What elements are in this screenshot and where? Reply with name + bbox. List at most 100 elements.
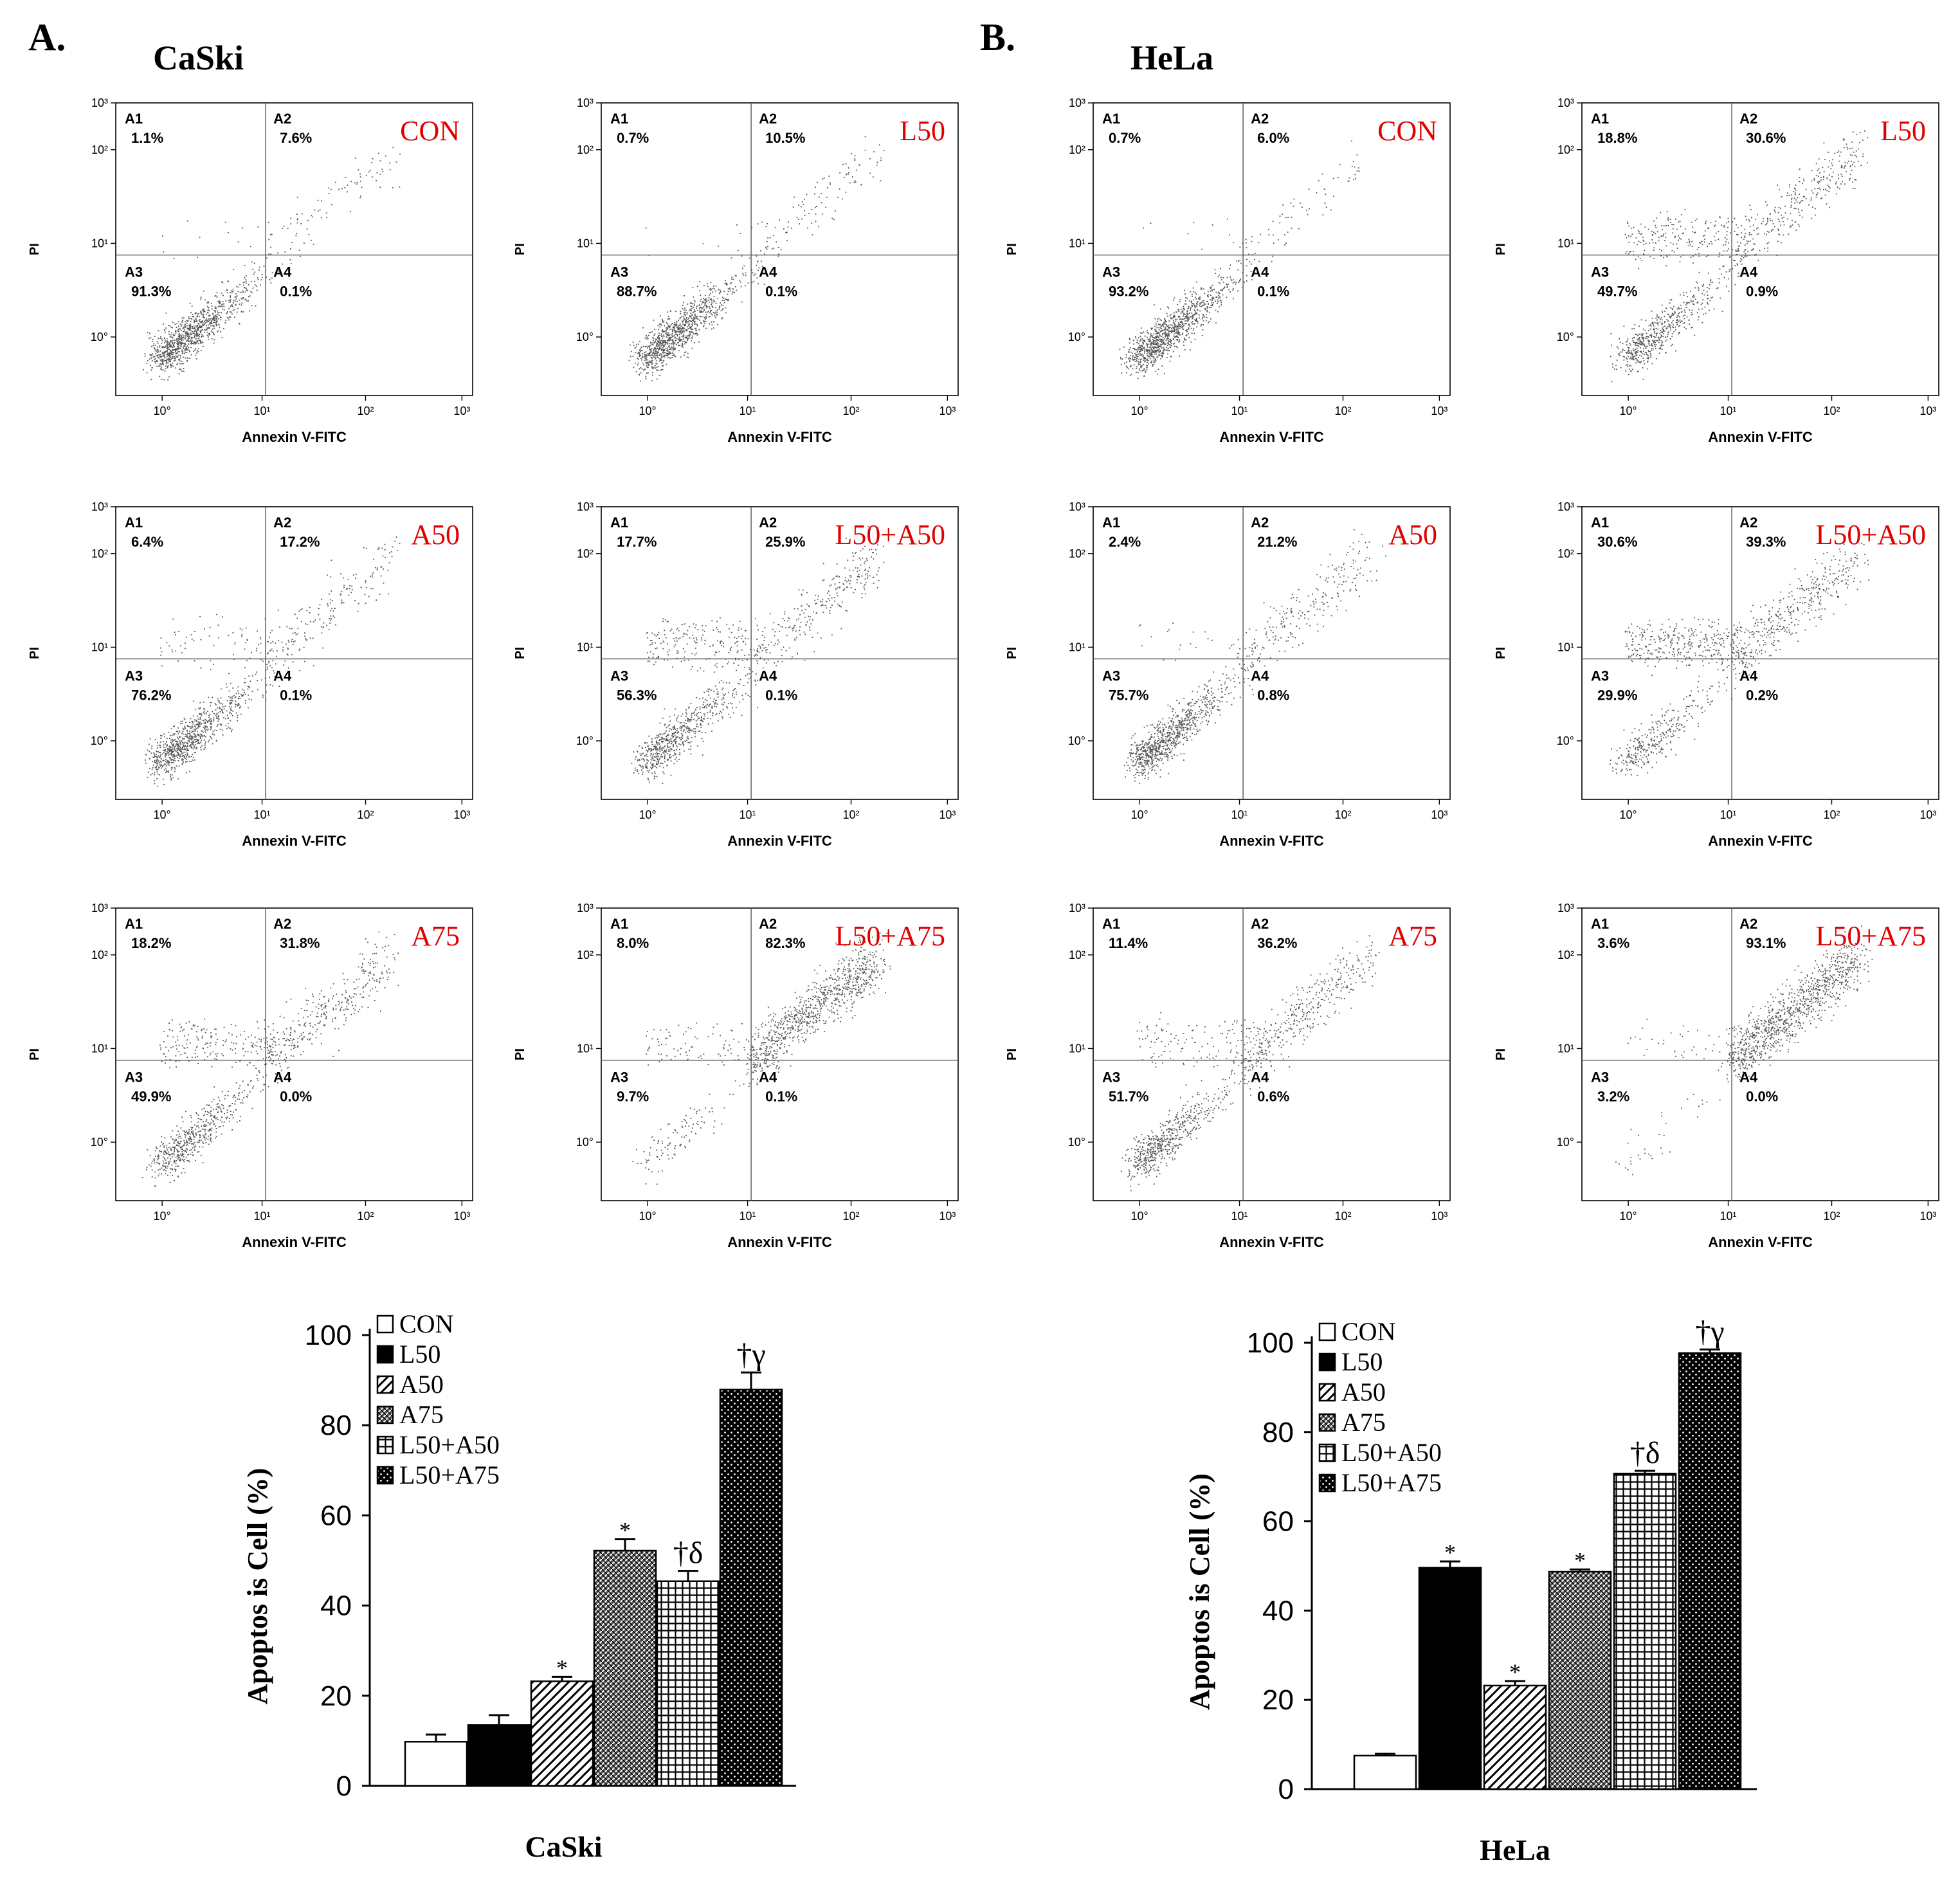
y-tick-label: 10¹ [577, 641, 594, 653]
x-tick-label: 10° [639, 1210, 657, 1223]
x-tick-label: 10³ [1431, 1210, 1447, 1223]
event-dots [145, 536, 401, 787]
quadrant-percent-a4: 0.9% [1746, 284, 1778, 300]
quadrant-label-a2: A2 [1251, 514, 1269, 531]
x-axis-label: Annexin V-FITC [1708, 429, 1813, 445]
legend-swatch-con [1318, 1322, 1336, 1342]
x-axis-label: Annexin V-FITC [242, 833, 347, 849]
event-dots [1609, 532, 1870, 776]
treatment-label: L50+A75 [1816, 920, 1926, 952]
y-tick-label: 10³ [577, 902, 594, 914]
y-tick-label: 10³ [1069, 500, 1085, 513]
quadrant-label-a3: A3 [125, 264, 143, 280]
quadrant-percent-a1: 18.2% [131, 935, 171, 951]
quadrant-label-a4: A4 [273, 1069, 292, 1086]
y-tick-label: 10³ [1069, 902, 1085, 914]
quadrant-percent-a3: 49.9% [131, 1089, 171, 1105]
legend-label-l50-plus-a50: L50+A50 [399, 1430, 500, 1459]
bar-con [1353, 1754, 1417, 1790]
bar-a50 [1483, 1684, 1547, 1790]
y-tick-label: 10° [1068, 331, 1085, 343]
quadrant-percent-a2: 30.6% [1746, 130, 1786, 146]
event-dot-cloud [632, 930, 891, 1185]
x-tick-label: 10¹ [254, 808, 271, 821]
y-tick-label: 10¹ [91, 1042, 108, 1055]
y-axis-label: PI [1005, 1048, 1019, 1060]
treatment-label: A75 [411, 920, 460, 952]
x-tick-label: 10³ [453, 405, 470, 417]
quadrant-percent-a2: 7.6% [280, 130, 312, 146]
bar-chart-caski: 0 20 40 60 80 100 * * †δ †γ CONL50A50A75L50+A50L50… [242, 1309, 796, 1863]
quadrant-percent-a4: 0.8% [1257, 687, 1289, 704]
y-tick-label: 10³ [1557, 96, 1574, 109]
y-axis-label: PI [1494, 1048, 1508, 1060]
y-tick-label: 10¹ [1557, 641, 1574, 653]
quadrant-label-a1: A1 [1102, 916, 1120, 932]
y-tick-label: 10² [1557, 547, 1574, 560]
quadrant-label-a2: A2 [273, 916, 291, 932]
quadrant-label-a1: A1 [610, 916, 628, 932]
legend-swatch-l50-plus-a75 [376, 1466, 394, 1485]
x-tick-label: 10³ [1919, 1210, 1936, 1223]
treatment-label: CON [400, 115, 460, 147]
bar-a50 [530, 1680, 594, 1787]
flow-plot-b-hela-a50: A1 2.4% A2 21.2% A3 75.7% A4 0.8% A50 10° 10¹ 10² 10… [1005, 500, 1451, 849]
y-tick-label: 20 [320, 1680, 352, 1712]
legend-swatch-l50 [376, 1345, 394, 1364]
treatment-label: L50+A50 [835, 519, 945, 550]
treatment-label: A50 [1388, 519, 1437, 550]
y-tick-label: 10° [1557, 734, 1574, 747]
y-tick-label: 10¹ [91, 237, 108, 250]
y-tick-label: 10³ [577, 96, 594, 109]
event-dot-cloud [1119, 140, 1360, 379]
event-dots [141, 931, 399, 1187]
legend-swatch-a50 [376, 1375, 394, 1394]
quadrant-percent-a1: 2.4% [1109, 534, 1141, 550]
panel-letter-a: A. [28, 16, 66, 59]
significance-mark-l50: * [1444, 1540, 1456, 1565]
quadrant-percent-a2: 39.3% [1746, 534, 1786, 550]
quadrant-label-a4: A4 [1251, 1069, 1269, 1086]
x-tick-label: 10° [1131, 1210, 1148, 1223]
bar-con [404, 1741, 468, 1787]
quadrant-label-a3: A3 [1102, 668, 1120, 684]
quadrant-percent-a4: 0.6% [1257, 1089, 1289, 1105]
quadrant-percent-a4: 0.1% [280, 687, 312, 704]
treatment-label: A75 [1388, 920, 1437, 952]
quadrant-percent-a1: 18.8% [1597, 130, 1637, 146]
event-dot-cloud [631, 526, 885, 784]
y-axis-label: PI [1494, 243, 1508, 255]
y-tick-label: 10³ [91, 96, 108, 109]
y-tick-label: 10² [577, 949, 594, 961]
quadrant-percent-a4: 0.1% [765, 1089, 797, 1105]
quadrant-percent-a3: 88.7% [617, 284, 657, 300]
plot-frame [1093, 102, 1451, 396]
treatment-label: L50+A75 [835, 920, 945, 952]
event-dot-cloud [1610, 130, 1869, 383]
y-tick-label: 0 [1278, 1774, 1294, 1805]
quadrant-percent-a2: 6.0% [1257, 130, 1289, 146]
quadrant-label-a2: A2 [759, 514, 777, 531]
quadrant-label-a1: A1 [1591, 514, 1609, 531]
x-tick-label: 10³ [939, 405, 956, 417]
y-tick-label: 10³ [91, 902, 108, 914]
legend-swatch-a75 [376, 1405, 394, 1424]
x-axis-label: Annexin V-FITC [242, 429, 347, 445]
y-axis-label: Apoptos is Cell (%) [242, 1468, 273, 1705]
x-tick-label: 10² [842, 808, 859, 821]
legend-label-con: CON [1341, 1317, 1395, 1346]
plot-frame [1581, 102, 1939, 396]
y-tick-label: 10² [91, 949, 108, 961]
x-tick-label: 10³ [1431, 405, 1447, 417]
flow-plot-a-caski-a50: A1 6.4% A2 17.2% A3 76.2% A4 0.1% A50 10° 10¹ 10² 10… [28, 500, 473, 849]
quadrant-label-a4: A4 [1251, 264, 1269, 280]
bar-a75 [1548, 1570, 1612, 1790]
x-tick-label: 10³ [1919, 405, 1936, 417]
x-axis-label: Annexin V-FITC [242, 1234, 347, 1250]
quadrant-label-a4: A4 [273, 668, 292, 684]
x-tick-label: 10² [842, 405, 859, 417]
y-tick-label: 10³ [577, 500, 594, 513]
quadrant-percent-a2: 21.2% [1257, 534, 1297, 550]
significance-mark-a50: * [556, 1655, 568, 1680]
quadrant-label-a4: A4 [273, 264, 292, 280]
